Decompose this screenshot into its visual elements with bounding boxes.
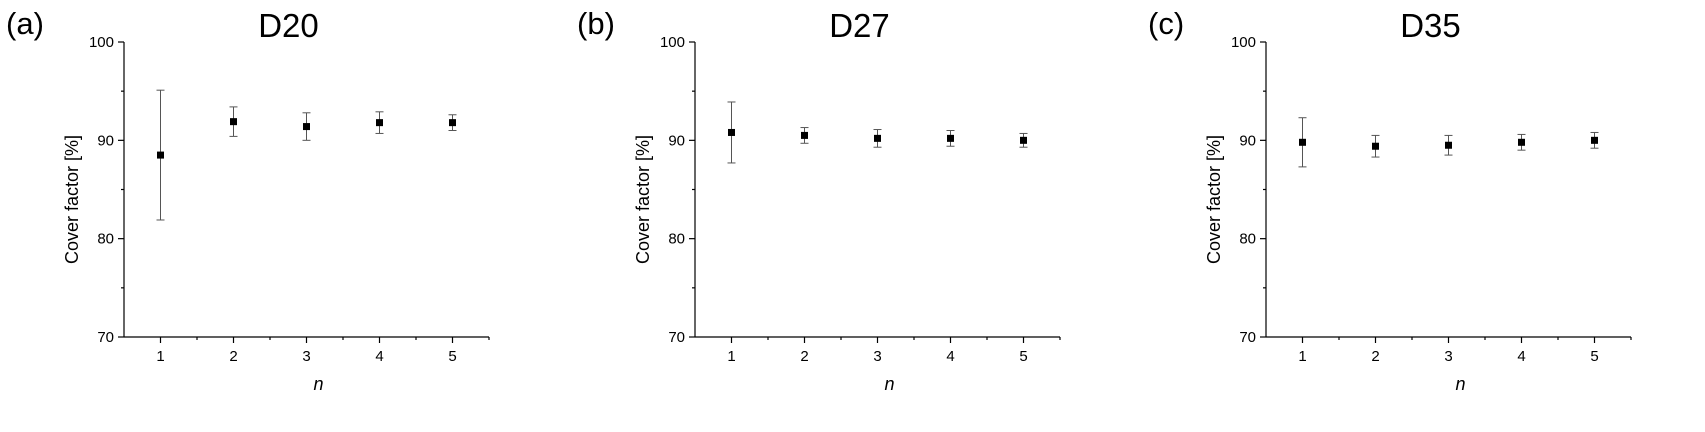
x-tick-label: 4 bbox=[1517, 348, 1525, 365]
chart-panel-1: (a) D20 70 80 90 100 1 2 3 4 5 n Cover factor [%] bbox=[6, 6, 490, 394]
x-tick-label: 2 bbox=[229, 348, 237, 365]
x-tick-label: 3 bbox=[873, 348, 881, 365]
x-tick-label: 1 bbox=[727, 348, 735, 365]
y-tick-label: 90 bbox=[1239, 132, 1256, 149]
data-point bbox=[376, 119, 383, 127]
data-point bbox=[1299, 138, 1306, 146]
y-tick-label: 70 bbox=[668, 329, 685, 346]
chart-title: D27 bbox=[829, 7, 890, 44]
x-axis-title: n bbox=[884, 374, 894, 394]
data-point bbox=[1020, 136, 1027, 144]
x-tick-label: 4 bbox=[375, 348, 383, 365]
y-tick-label: 80 bbox=[668, 231, 685, 248]
data-point bbox=[801, 131, 808, 139]
data-point bbox=[1591, 136, 1598, 144]
x-axis-title: n bbox=[1455, 374, 1465, 394]
y-tick-label: 80 bbox=[1239, 231, 1256, 248]
y-tick-label: 80 bbox=[97, 231, 114, 248]
y-tick-label: 90 bbox=[97, 132, 114, 149]
x-tick-label: 1 bbox=[156, 348, 164, 365]
y-tick-label: 100 bbox=[89, 34, 114, 51]
x-tick-label: 3 bbox=[302, 348, 310, 365]
data-point bbox=[230, 118, 237, 126]
chart-title: D35 bbox=[1400, 7, 1461, 44]
y-axis-title: Cover factor [%] bbox=[633, 135, 653, 264]
y-axis-title: Cover factor [%] bbox=[62, 135, 82, 264]
data-point bbox=[449, 119, 456, 127]
data-point bbox=[303, 123, 310, 131]
chart-title: D20 bbox=[258, 7, 319, 44]
y-tick-label: 70 bbox=[97, 329, 114, 346]
x-tick-label: 1 bbox=[1298, 348, 1306, 365]
x-tick-label: 5 bbox=[1019, 348, 1027, 365]
panel-label: (a) bbox=[6, 6, 44, 41]
data-point bbox=[1372, 142, 1379, 150]
data-point bbox=[1518, 138, 1525, 146]
data-point bbox=[947, 134, 954, 142]
y-tick-label: 70 bbox=[1239, 329, 1256, 346]
x-tick-label: 4 bbox=[946, 348, 954, 365]
panel-label: (c) bbox=[1148, 6, 1184, 41]
data-point bbox=[728, 128, 735, 136]
y-tick-label: 100 bbox=[660, 34, 685, 51]
data-point bbox=[1445, 141, 1452, 149]
y-tick-label: 100 bbox=[1231, 34, 1256, 51]
x-tick-label: 5 bbox=[448, 348, 456, 365]
y-tick-label: 90 bbox=[668, 132, 685, 149]
data-point bbox=[874, 134, 881, 142]
chart-panel-3: (c) D35 70 80 90 100 1 2 3 4 5 n Cover factor [%] bbox=[1148, 6, 1632, 394]
chart-panel-2: (b) D27 70 80 90 100 1 2 3 4 5 n Cover factor [%] bbox=[577, 6, 1061, 394]
x-axis-title: n bbox=[313, 374, 323, 394]
x-tick-label: 2 bbox=[800, 348, 808, 365]
data-point bbox=[157, 151, 164, 159]
panel-label: (b) bbox=[577, 6, 615, 41]
x-tick-label: 2 bbox=[1371, 348, 1379, 365]
y-axis-title: Cover factor [%] bbox=[1204, 135, 1224, 264]
x-tick-label: 3 bbox=[1444, 348, 1452, 365]
x-tick-label: 5 bbox=[1590, 348, 1598, 365]
